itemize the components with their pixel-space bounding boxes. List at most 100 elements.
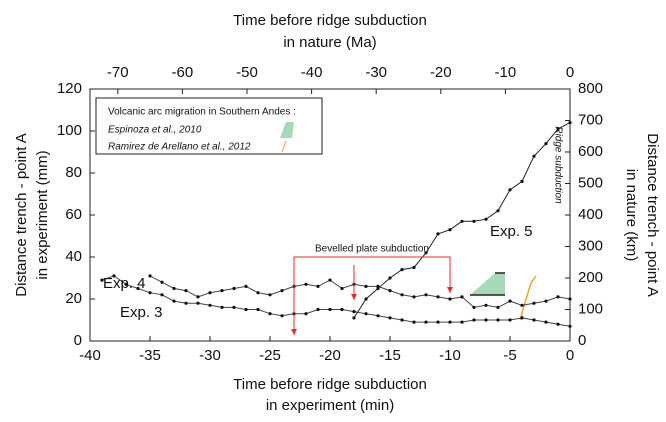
series-point: [568, 297, 572, 301]
series-point: [220, 305, 224, 309]
series-point: [352, 310, 356, 314]
series-point: [124, 282, 128, 286]
series-point: [448, 228, 452, 232]
series-point: [520, 316, 524, 320]
series-point: [376, 286, 380, 291]
x-tick-label: -35: [139, 347, 161, 364]
x2-axis-title: Time before ridge subduction: [233, 12, 427, 29]
bevelled-label: Bevelled plate subduction: [315, 244, 429, 255]
x-tick-label: -40: [79, 347, 101, 364]
series-label: Exp. 3: [120, 304, 163, 321]
y2-tick-label: 300: [578, 237, 603, 254]
series-point: [520, 179, 524, 183]
y-tick-label: 100: [57, 122, 82, 139]
series-point: [400, 293, 404, 297]
series-point: [328, 307, 332, 312]
y-tick-label: 120: [57, 80, 82, 97]
series-point: [232, 286, 236, 291]
y2-tick-label: 100: [578, 300, 603, 317]
x-tick-label: -25: [259, 347, 281, 364]
series-point: [436, 232, 440, 236]
series-point: [352, 316, 356, 320]
series-label: Exp. 4: [103, 275, 146, 292]
y2-tick-label: 400: [578, 206, 603, 223]
series-point: [532, 301, 536, 305]
orange-arc-line: [519, 275, 537, 321]
series-point: [484, 318, 488, 322]
series-point: [448, 320, 452, 324]
series-point: [172, 299, 176, 303]
y-axis-title: Distance trench - point A: [13, 133, 30, 296]
series-point: [484, 217, 488, 221]
series-point: [412, 295, 416, 299]
series-point: [508, 299, 512, 303]
x2-tick-label: -70: [107, 64, 129, 81]
legend-orange-icon: [281, 140, 287, 153]
arrow-head: [447, 287, 453, 293]
series-point: [400, 268, 404, 272]
series-point: [148, 291, 152, 295]
series-point: [304, 312, 308, 316]
series-point: [532, 318, 536, 322]
series-point: [496, 209, 500, 213]
series-point: [424, 320, 428, 324]
series-point: [412, 265, 416, 270]
x2-tick-label: -50: [236, 64, 258, 81]
series-point: [196, 301, 200, 305]
series-point: [460, 295, 464, 299]
series-point: [400, 318, 404, 322]
series-point: [220, 289, 224, 293]
y-tick-label: 80: [65, 164, 82, 181]
y2-axis-title: Distance trench - point A: [644, 133, 661, 296]
series-point: [568, 324, 572, 328]
x-tick-label: -30: [199, 347, 221, 364]
y2-tick-label: 0: [578, 332, 586, 349]
series-point: [472, 219, 476, 223]
x2-tick-label: -40: [301, 64, 323, 81]
series-point: [172, 286, 176, 291]
series-point: [256, 291, 260, 295]
x-tick-label: -5: [503, 347, 516, 364]
series-line: [101, 275, 571, 327]
y2-tick-label: 600: [578, 143, 603, 160]
series-point: [376, 314, 380, 318]
series-point: [280, 314, 284, 318]
x2-axis-title: in nature (Ma): [283, 34, 376, 51]
legend-entry: Espinoza et al., 2010: [108, 125, 202, 136]
series-point: [472, 318, 476, 322]
series-point: [256, 307, 260, 312]
series-point: [208, 303, 212, 307]
series-point: [388, 316, 392, 320]
x-tick-label: -10: [439, 347, 461, 364]
y2-axis-title: in nature (km): [623, 169, 640, 262]
ridge-label: Ridge subduction: [552, 126, 563, 204]
x2-tick-label: 0: [566, 64, 574, 81]
series-point: [436, 320, 440, 324]
y2-tick-label: 500: [578, 174, 603, 191]
legend-green-icon: [280, 122, 294, 138]
series-point: [160, 293, 164, 297]
series-point: [424, 293, 428, 297]
series-point: [316, 307, 320, 312]
series-point: [268, 312, 272, 316]
x2-tick-label: -60: [172, 64, 194, 81]
arrow-head: [351, 294, 357, 300]
series-point: [364, 284, 368, 288]
series-point: [184, 301, 188, 305]
series-point: [304, 282, 308, 286]
x2-tick-label: -10: [495, 64, 517, 81]
series-point: [316, 284, 320, 288]
series-point: [244, 284, 248, 288]
series-point: [532, 154, 536, 158]
series-line: [149, 275, 571, 308]
series-point: [460, 219, 464, 223]
series-point: [544, 320, 548, 324]
legend-entry: Ramirez de Arellano et al., 2012: [108, 142, 251, 153]
series-point: [280, 289, 284, 293]
series-point: [196, 295, 200, 299]
series-point: [208, 291, 212, 295]
series-point: [520, 303, 524, 307]
x2-tick-label: -20: [430, 64, 452, 81]
series-point: [364, 297, 368, 301]
